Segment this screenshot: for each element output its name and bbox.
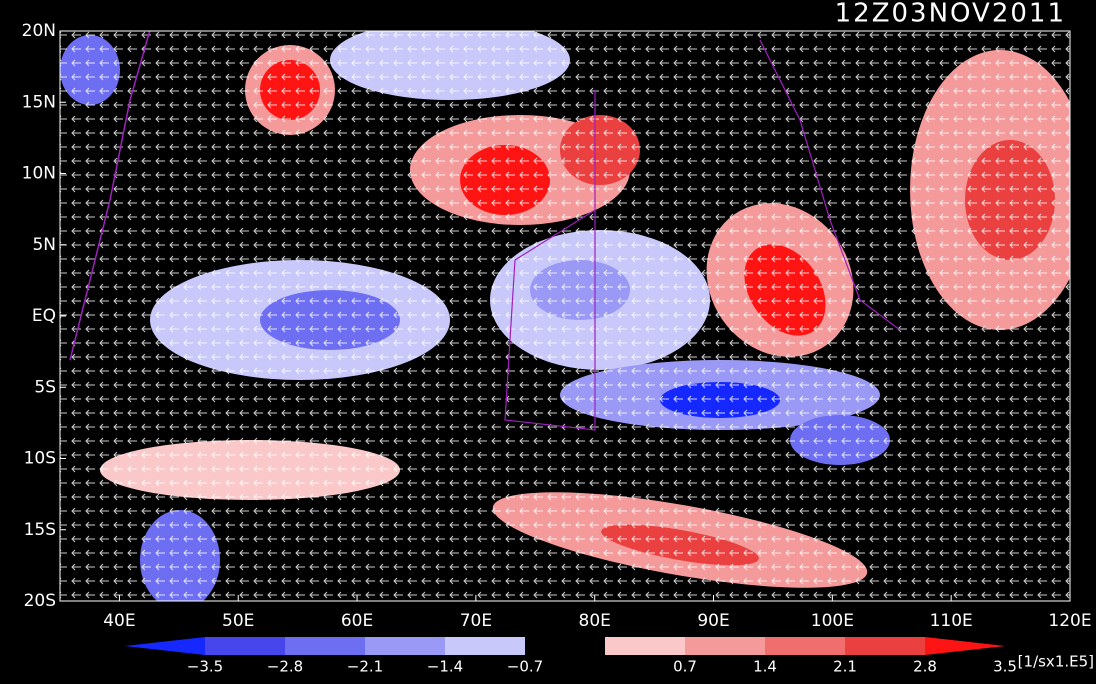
colorbar-swatch bbox=[845, 637, 925, 655]
lat-label: 20N bbox=[22, 21, 56, 41]
colorbar-swatch bbox=[285, 637, 365, 655]
colorbar-label: −1.4 bbox=[427, 658, 463, 676]
lat-label: 20S bbox=[24, 591, 56, 611]
lon-label: 80E bbox=[579, 611, 611, 631]
colorbar-swatch bbox=[685, 637, 765, 655]
colorbar-label: −2.8 bbox=[267, 658, 303, 676]
colorbar-unit: [1/sx1.E5] bbox=[1018, 653, 1094, 671]
colorbar-label: −2.1 bbox=[347, 658, 383, 676]
axes: 20N 15N 10N 5N EQ 5S 10S 15S 20S 40E 50E 60E 70E 80E 9… bbox=[22, 21, 1092, 631]
lon-label: 50E bbox=[222, 611, 254, 631]
colorbar-arrow bbox=[125, 637, 205, 655]
colorbar-arrow bbox=[925, 637, 1005, 655]
lat-label: 5S bbox=[34, 377, 56, 397]
lat-label: 5N bbox=[32, 235, 56, 255]
colorbar-swatch bbox=[365, 637, 445, 655]
lat-label: 10N bbox=[22, 164, 56, 184]
colorbar-swatch bbox=[525, 637, 605, 655]
colorbar-label: 0.7 bbox=[673, 658, 697, 676]
vorticity-field bbox=[60, 31, 1070, 601]
lon-label: 120E bbox=[1048, 611, 1091, 631]
lon-label: 40E bbox=[103, 611, 135, 631]
colorbar-label: 2.8 bbox=[913, 658, 937, 676]
colorbar-swatch bbox=[445, 637, 525, 655]
lat-label: 15S bbox=[24, 520, 56, 540]
lat-label: EQ bbox=[32, 306, 56, 326]
colorbar-label: −3.5 bbox=[187, 658, 223, 676]
lon-label: 90E bbox=[697, 611, 729, 631]
colorbar-swatch bbox=[605, 637, 685, 655]
lon-label: 100E bbox=[811, 611, 854, 631]
colorbar-label: 1.4 bbox=[753, 658, 777, 676]
colorbar-label: 3.5 bbox=[993, 658, 1017, 676]
lon-label: 70E bbox=[460, 611, 492, 631]
colorbar-label: −0.7 bbox=[507, 658, 543, 676]
lat-label: 10S bbox=[24, 449, 56, 469]
colorbar-label: 2.1 bbox=[833, 658, 857, 676]
lat-label: 15N bbox=[22, 92, 56, 112]
lon-label: 110E bbox=[930, 611, 973, 631]
map-title: 12Z03NOV2011 bbox=[835, 0, 1066, 29]
colorbar-swatch bbox=[205, 637, 285, 655]
colorbar-swatch bbox=[765, 637, 845, 655]
colorbar: −3.5 −2.8 −2.1 −1.4 −0.7 0.7 1.4 2.1 2.8 3.5 [1/sx… bbox=[125, 637, 1094, 676]
lon-label: 60E bbox=[341, 611, 373, 631]
